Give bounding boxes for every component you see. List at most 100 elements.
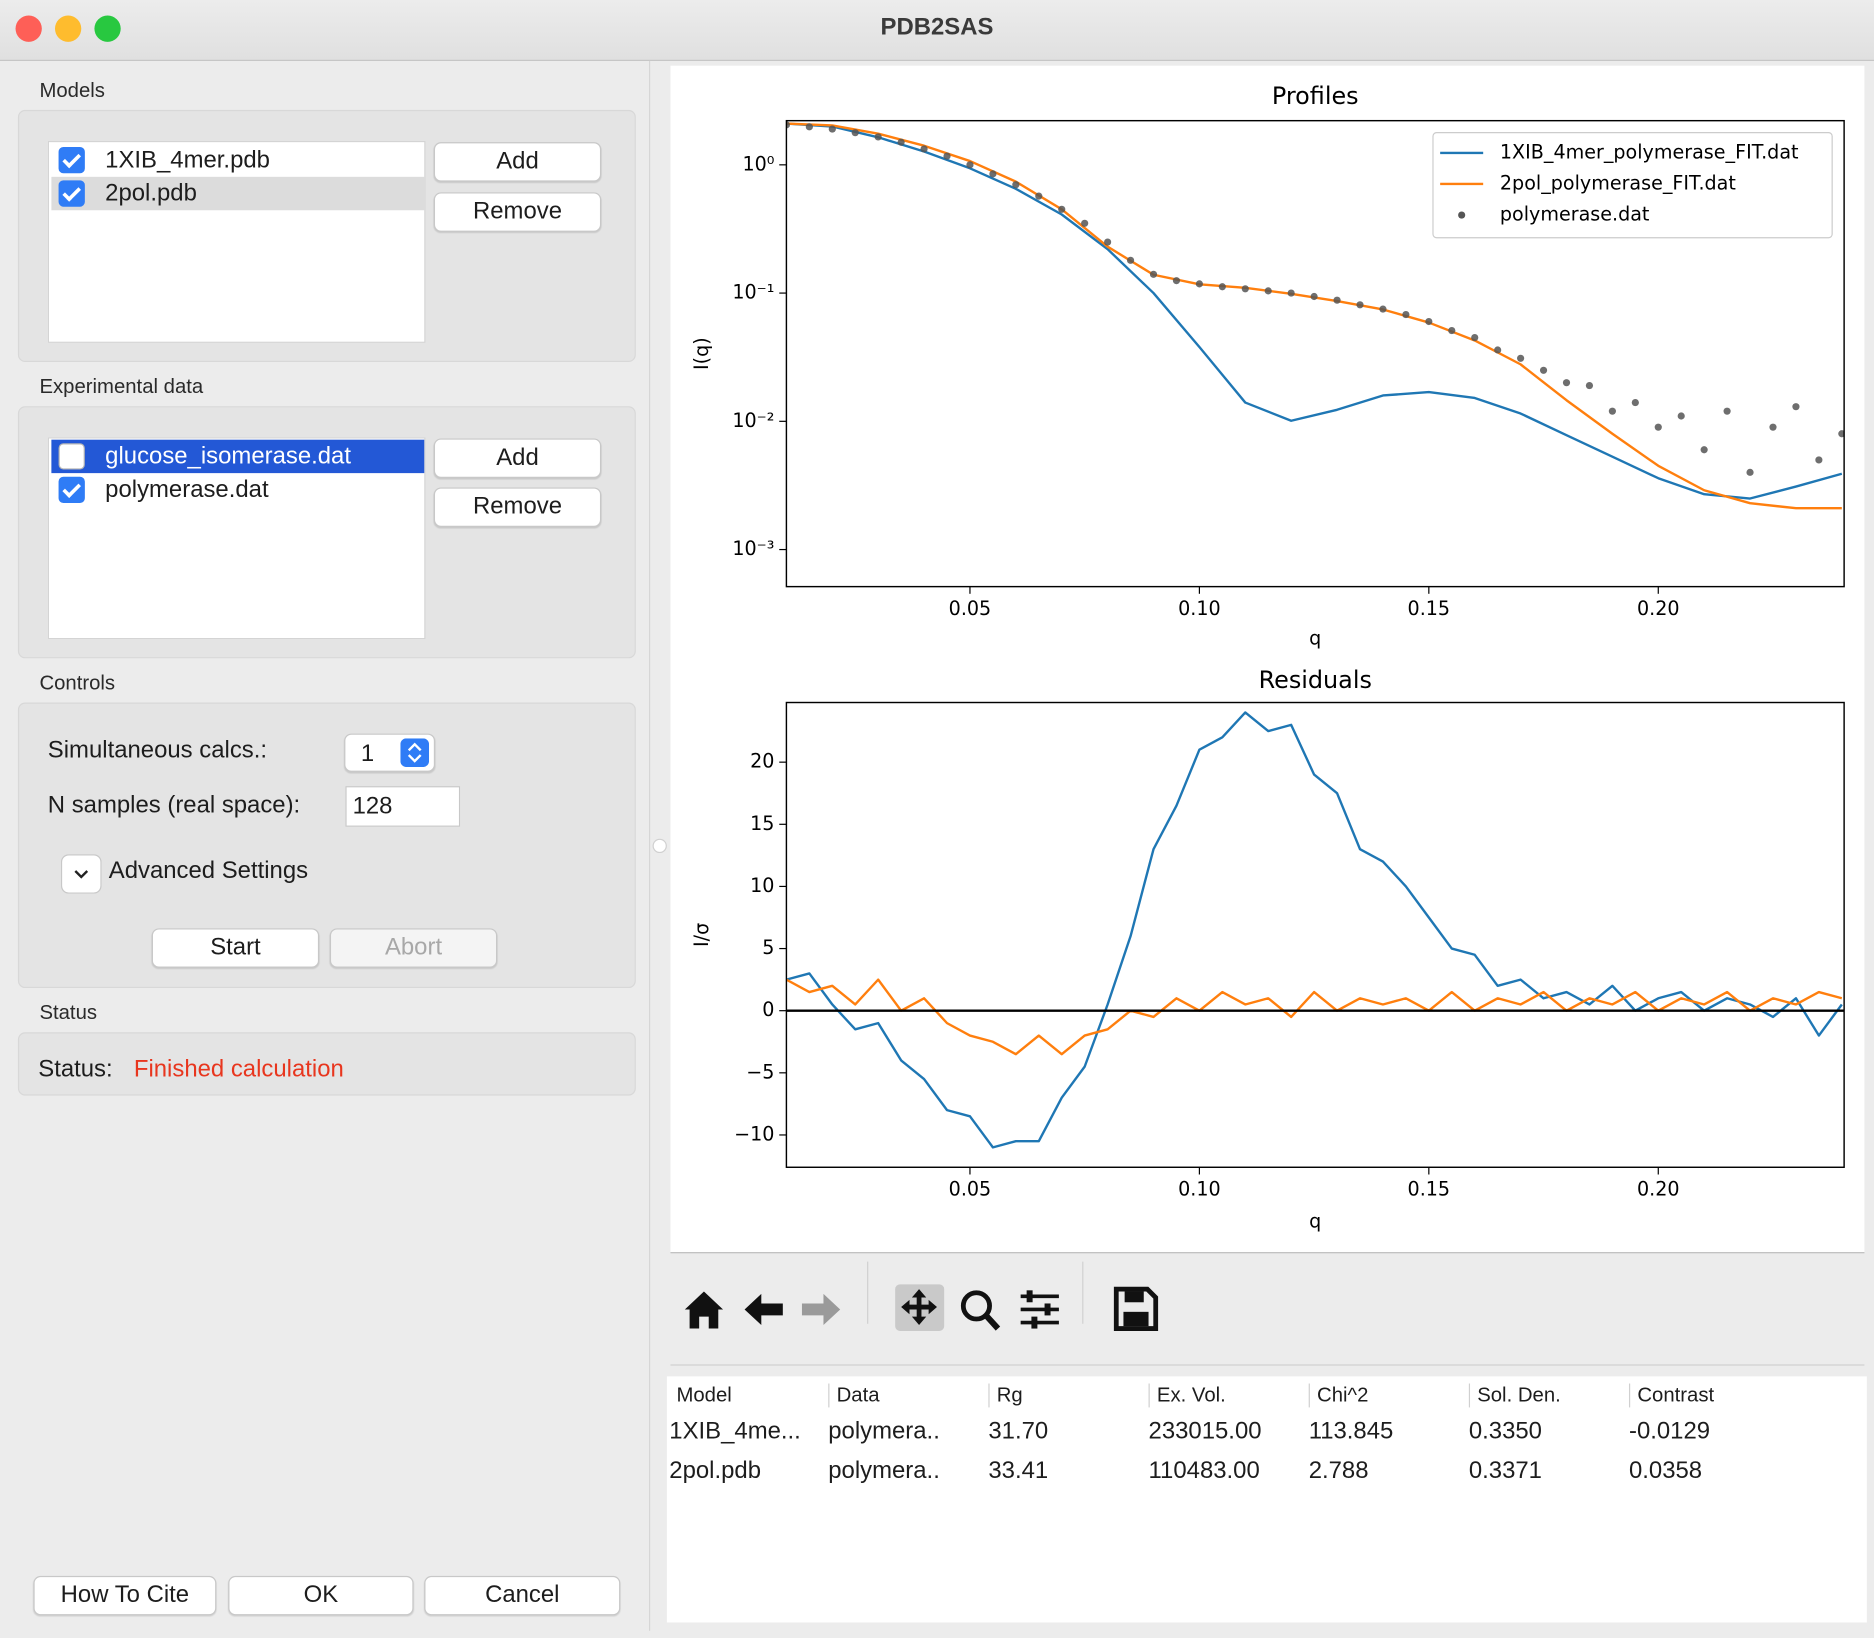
field-label: N samples (real space): [47, 792, 301, 819]
x-tick-label: 0.15 [1408, 597, 1451, 620]
y-tick-label: 10⁻² [732, 409, 774, 432]
list-item[interactable]: 2pol.pdb [51, 176, 425, 211]
section-label: Experimental data [39, 375, 204, 398]
window-title: PDB2SAS [880, 14, 994, 41]
checkbox[interactable] [58, 180, 85, 207]
data-point [1838, 430, 1845, 438]
remove-button[interactable]: Remove [433, 192, 602, 232]
back-icon[interactable] [744, 1293, 783, 1325]
list-item[interactable]: 1XIB_4mer.pdb [51, 143, 424, 176]
data-list[interactable]: glucose_isomerase.dat polymerase.dat [47, 437, 426, 640]
close-button[interactable] [15, 15, 42, 42]
home-icon[interactable] [684, 1291, 724, 1329]
data-point [1631, 398, 1639, 407]
toolbar-icons [684, 1261, 1159, 1331]
checkbox[interactable] [58, 146, 85, 174]
item-label: glucose_isomerase.dat [105, 443, 352, 470]
checkbox[interactable] [58, 476, 85, 503]
text-input[interactable]: 128 [345, 786, 461, 827]
forward-icon [801, 1293, 841, 1325]
plot-area [786, 121, 1845, 510]
data-point [1769, 423, 1777, 431]
data-point [1081, 219, 1089, 227]
data-point [897, 138, 905, 146]
table-cell: 110483.00 [1148, 1457, 1260, 1484]
add-button[interactable]: Add [433, 142, 602, 182]
splitter-handle[interactable] [652, 838, 667, 854]
start-button[interactable]: Start [151, 928, 320, 968]
status-prefix: Status: [38, 1056, 113, 1083]
list-item[interactable]: glucose_isomerase.dat [51, 439, 425, 474]
data-point [1287, 289, 1295, 297]
data-point [1310, 292, 1318, 301]
legend-label: 2pol_polymerase_FIT.dat [1500, 171, 1736, 194]
advanced-label: Advanced Settings [108, 857, 309, 885]
data-point [1654, 423, 1662, 431]
spinbox[interactable]: 1 [344, 733, 436, 772]
cancel-button[interactable]: Cancel [424, 1575, 621, 1616]
data-line [786, 711, 1843, 1149]
chart-title: Residuals [1259, 666, 1372, 694]
spinbox-arrows[interactable] [400, 738, 430, 768]
table-cell: polymera.. [828, 1418, 940, 1445]
y-tick-label: 10⁻³ [732, 537, 774, 560]
zoom-icon[interactable] [960, 1290, 1001, 1331]
add-button[interactable]: Add [433, 438, 602, 478]
y-tick-label: 20 [750, 750, 774, 773]
chart-title: Profiles [1272, 82, 1359, 110]
data-point [920, 145, 928, 153]
expand-toggle[interactable] [60, 854, 102, 894]
data-point [1104, 238, 1112, 246]
legend-label: 1XIB_4mer_polymerase_FIT.dat [1500, 140, 1799, 163]
y-tick-label: −10 [734, 1122, 774, 1145]
table-cell: -0.0129 [1628, 1418, 1711, 1445]
data-point [1562, 379, 1571, 387]
data-point [1425, 317, 1433, 326]
configure-icon[interactable] [1020, 1290, 1059, 1329]
data-point [966, 161, 974, 169]
data-point [989, 170, 997, 178]
save-icon[interactable] [1113, 1286, 1159, 1331]
models-list[interactable]: 1XIB_4mer.pdb 2pol.pdb [47, 140, 426, 343]
zoom-button[interactable] [94, 15, 121, 42]
x-tick-label: 0.10 [1178, 1177, 1221, 1200]
column-header: Sol. Den. [1468, 1383, 1561, 1408]
data-point [943, 152, 951, 160]
plot-canvas: Profiles q I(q) 0.05 0.10 0.15 0.20 10⁰ 10⁻¹ 10⁻²… [670, 65, 1865, 1253]
list-item[interactable]: polymerase.dat [51, 473, 424, 506]
ok-button[interactable]: OK [228, 1575, 414, 1616]
table-cell: 113.845 [1308, 1418, 1394, 1445]
data-point [1608, 407, 1616, 415]
y-tick-label: −5 [746, 1060, 774, 1083]
y-tick-label: 10 [750, 874, 774, 897]
x-tick-label: 0.20 [1637, 597, 1680, 620]
remove-button[interactable]: Remove [433, 487, 602, 527]
data-point [1379, 305, 1387, 313]
item-label: 2pol.pdb [105, 180, 197, 207]
legend-label: polymerase.dat [1500, 203, 1650, 226]
pan-icon[interactable] [895, 1284, 945, 1331]
y-tick-label: 10⁰ [742, 152, 774, 175]
checkbox[interactable] [58, 443, 85, 470]
data-point [1792, 403, 1800, 411]
data-point [851, 129, 859, 137]
column-header: Contrast [1628, 1383, 1714, 1408]
table-cell: 233015.00 [1148, 1418, 1262, 1445]
cite-button[interactable]: How To Cite [33, 1575, 217, 1616]
table-cell: polymera.. [828, 1457, 940, 1484]
y-axis-label: I/σ [690, 923, 713, 947]
status-group [17, 1032, 636, 1096]
data-point [1700, 446, 1708, 454]
plot-area [786, 711, 1845, 1149]
data-point [786, 121, 790, 129]
table-cell: 2pol.pdb [669, 1457, 762, 1484]
x-tick-label: 0.05 [949, 1177, 992, 1200]
minimize-button[interactable] [54, 15, 82, 42]
y-tick-label: 10⁻¹ [732, 281, 774, 304]
abort-button: Abort [329, 928, 498, 968]
data-point [1517, 354, 1525, 362]
data-point [1035, 192, 1043, 200]
y-tick-label: 5 [762, 936, 774, 959]
data-point [1448, 326, 1456, 335]
controls-group [17, 702, 636, 989]
